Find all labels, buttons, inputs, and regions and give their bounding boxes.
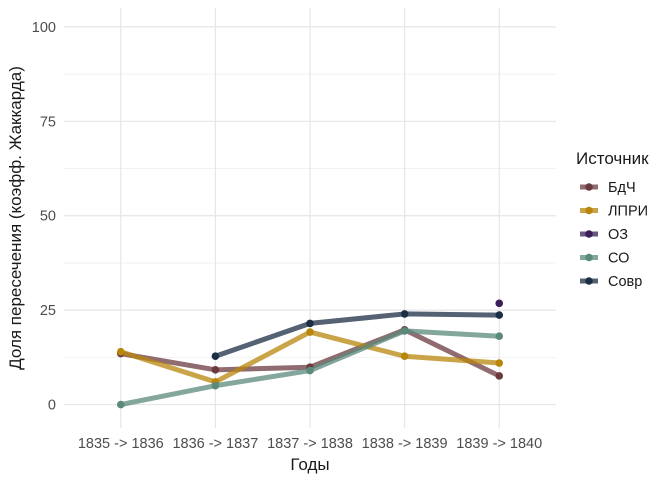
series-line — [214, 311, 500, 359]
legend-label: Совр — [608, 274, 642, 290]
legend-key-point — [585, 206, 593, 215]
series-Совр — [211, 310, 504, 361]
series-layer — [116, 299, 504, 409]
y-tick-label: 25 — [40, 303, 56, 319]
y-tick-label: 75 — [40, 114, 56, 130]
legend-item: БдЧ — [580, 180, 636, 196]
data-point — [495, 372, 504, 380]
x-tick-label: 1836 -> 1837 — [172, 436, 258, 452]
data-point — [116, 347, 125, 356]
legend-item: ОЗ — [580, 227, 628, 243]
data-point — [495, 359, 504, 367]
legend-label: ЛПРИ — [608, 204, 648, 220]
x-tick-labels: 1835 -> 1836 1836 -> 1837 1837 -> 1838 1838… — [78, 436, 542, 452]
data-point — [306, 366, 314, 375]
series-СО — [116, 327, 504, 409]
legend-key-point — [585, 253, 593, 262]
data-point — [116, 400, 125, 409]
legend-key-point — [585, 230, 593, 238]
data-point — [306, 319, 314, 328]
data-point — [495, 311, 504, 319]
y-tick-label: 100 — [32, 20, 56, 36]
y-axis-title: Доля пересечения (коэфф. Жаккарда) — [6, 66, 25, 370]
legend-label: СО — [608, 251, 629, 267]
x-tick-label: 1835 -> 1836 — [78, 436, 164, 452]
legend-title: Источник — [576, 149, 649, 168]
data-point — [400, 310, 409, 318]
legend-label: БдЧ — [608, 180, 636, 196]
data-point — [495, 332, 504, 341]
legend: Источник БдЧ ЛПРИ ОЗ СО Совр — [576, 149, 649, 290]
y-tick-label: 50 — [40, 209, 56, 225]
data-point — [495, 299, 504, 308]
x-tick-label: 1838 -> 1839 — [362, 436, 448, 452]
legend-key-point — [585, 183, 593, 191]
data-point — [211, 366, 220, 374]
x-tick-label: 1837 -> 1838 — [267, 436, 353, 452]
x-axis-title: Годы — [290, 455, 329, 474]
legend-item: ЛПРИ — [580, 204, 648, 220]
legend-item: Совр — [580, 274, 642, 290]
y-tick-label: 0 — [48, 398, 56, 414]
legend-item: СО — [580, 251, 629, 267]
y-tick-labels: 0 25 50 75 100 — [32, 20, 56, 414]
data-point — [400, 327, 409, 335]
x-tick-label: 1839 -> 1840 — [456, 436, 542, 452]
data-point — [211, 352, 220, 361]
series-ОЗ — [495, 299, 504, 308]
data-point — [306, 328, 314, 336]
data-point — [211, 381, 220, 390]
data-point — [400, 352, 409, 361]
legend-label: ОЗ — [608, 227, 628, 243]
legend-key-point — [585, 277, 593, 285]
